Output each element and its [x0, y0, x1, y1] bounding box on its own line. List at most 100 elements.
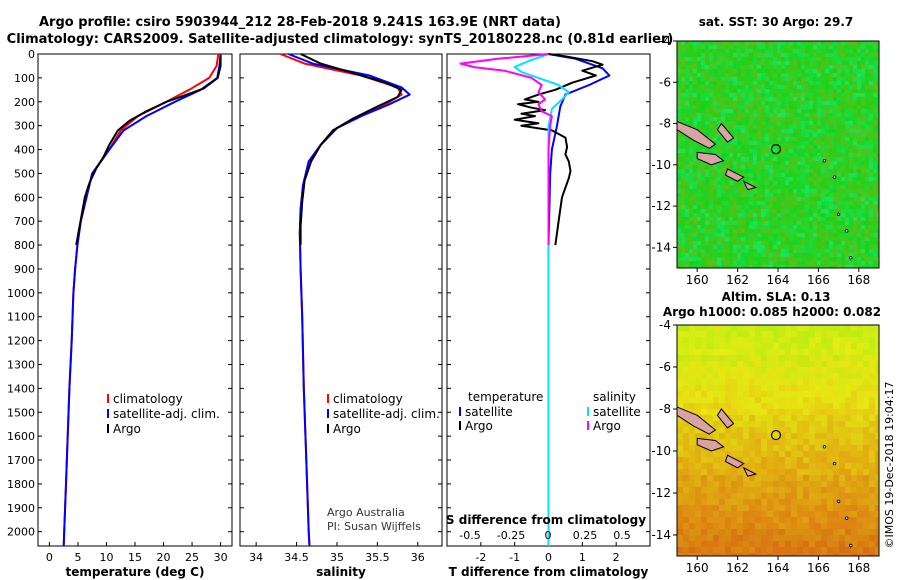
- y-tick-label: 1500: [7, 406, 35, 419]
- island-shape: [716, 122, 735, 143]
- x-tick-label: 2: [613, 551, 620, 564]
- x-tick-label: 1: [579, 551, 586, 564]
- small-island: [836, 212, 841, 217]
- x-tick-label: 166: [807, 561, 830, 575]
- y-tick-label: 1300: [7, 358, 35, 371]
- x-tick-label-salinity: 0: [545, 529, 552, 542]
- sst-map-panel: sat. SST: 30 Argo: 29.7 160 162 164 166 168 -4…: [651, 15, 880, 287]
- salinity-panel: 34 34.5 35 35.5 36 salinity climatologysatelli…: [239, 53, 443, 579]
- y-tick-label: 1400: [7, 382, 35, 395]
- island-shape: [677, 120, 717, 149]
- series-line-1: [288, 53, 411, 547]
- y-tick-label: -8: [659, 402, 671, 416]
- x-tick-label: 160: [686, 561, 709, 575]
- x-tick-label: 168: [847, 273, 870, 287]
- small-island: [822, 445, 827, 449]
- small-island: [832, 175, 837, 179]
- small-island: [836, 499, 841, 504]
- y-tick-label: -4: [659, 318, 671, 332]
- small-island: [844, 229, 849, 233]
- series-line-1: [513, 53, 604, 246]
- island-shape: [742, 180, 758, 191]
- x-tick-label: 162: [726, 273, 749, 287]
- island-shape: [742, 466, 758, 477]
- y-tick-label: 0: [28, 48, 35, 61]
- x-axis-label: salinity: [316, 565, 366, 579]
- series-line-0: [62, 53, 220, 547]
- legend-label: Argo: [465, 419, 493, 433]
- y-tick-label: 800: [14, 239, 35, 252]
- y-tick-label: -6: [659, 75, 671, 89]
- x-axis-label-salinity: S difference from climatology: [446, 513, 646, 527]
- legend-label: climatology: [333, 392, 403, 406]
- plot-frame: [239, 53, 443, 547]
- small-island: [832, 461, 837, 466]
- x-tick-label: 162: [726, 561, 749, 575]
- map-field: [677, 325, 879, 556]
- y-tick-label: 200: [14, 96, 35, 109]
- map-title: sat. SST: 30 Argo: 29.7: [699, 15, 853, 29]
- y-tick-label: -10: [651, 158, 671, 172]
- series-line-2: [513, 53, 570, 546]
- x-tick-label-salinity: 0.25: [573, 529, 598, 542]
- legend-label: Argo: [113, 422, 141, 436]
- y-tick-label: 900: [14, 263, 35, 276]
- y-tick-label: 1700: [7, 454, 35, 467]
- legend-title: temperature: [468, 390, 543, 404]
- y-tick-label: -14: [651, 240, 671, 254]
- series-line-3: [459, 53, 553, 246]
- legend-label: satellite-adj. clim.: [113, 407, 220, 421]
- x-tick-label: 0: [46, 551, 53, 564]
- y-tick-label: 1800: [7, 478, 35, 491]
- x-tick-label-salinity: -0.5: [459, 529, 480, 542]
- island-shape: [724, 168, 745, 182]
- legend-label: satellite-adj. clim.: [333, 407, 440, 421]
- header-subtitle: Climatology: CARS2009. Satellite-adjuste…: [7, 32, 674, 47]
- y-tick-label: 100: [14, 72, 35, 85]
- x-tick-label: 166: [807, 273, 830, 287]
- x-tick-label: 168: [847, 561, 870, 575]
- y-tick-label: 1600: [7, 430, 35, 443]
- small-island: [844, 516, 849, 520]
- x-tick-label: 30: [214, 551, 228, 564]
- map-subtitle: Argo h1000: 0.085 h2000: 0.082: [663, 305, 881, 319]
- y-tick-label: -12: [651, 199, 671, 213]
- y-tick-label: -4: [659, 34, 671, 48]
- y-tick-label: 1000: [7, 287, 35, 300]
- imos-credit: ©IMOS 19-Dec-2018 19:04:17: [883, 382, 896, 549]
- map-field: [677, 41, 879, 268]
- small-island: [849, 255, 853, 260]
- island-shape: [696, 151, 725, 166]
- y-tick-label: -6: [659, 360, 671, 374]
- series-line-0: [280, 53, 403, 547]
- series-line-0: [547, 53, 611, 546]
- x-tick-label: 35.5: [365, 551, 390, 564]
- legend-label: satellite: [593, 405, 641, 419]
- y-tick-label: 500: [14, 167, 35, 180]
- x-tick-label: 25: [185, 551, 199, 564]
- x-tick-label: 34.5: [284, 551, 309, 564]
- y-tick-label: -14: [651, 528, 671, 542]
- legend-title: salinity: [593, 390, 636, 404]
- island-shape: [716, 408, 735, 429]
- header-title: Argo profile: csiro 5903944_212 28-Feb-2…: [39, 15, 561, 30]
- argo-position-marker: [770, 429, 782, 441]
- argo-position-marker: [770, 144, 782, 155]
- small-island: [822, 158, 827, 163]
- y-tick-label: 700: [14, 215, 35, 228]
- x-tick-label: 35: [330, 551, 344, 564]
- x-axis-label: T difference from climatology: [449, 565, 649, 579]
- y-tick-label: 1100: [7, 311, 35, 324]
- x-tick-label: 160: [686, 273, 709, 287]
- x-tick-label: -2: [475, 551, 486, 564]
- x-tick-label: 10: [99, 551, 113, 564]
- y-tick-label: 400: [14, 144, 35, 157]
- annotation-text: PI: Susan Wijffels: [327, 520, 421, 533]
- x-tick-label: 34: [249, 551, 263, 564]
- x-tick-label: 20: [157, 551, 171, 564]
- series-line-2: [75, 55, 222, 246]
- island-shape: [724, 454, 745, 469]
- x-tick-label: 36: [411, 551, 425, 564]
